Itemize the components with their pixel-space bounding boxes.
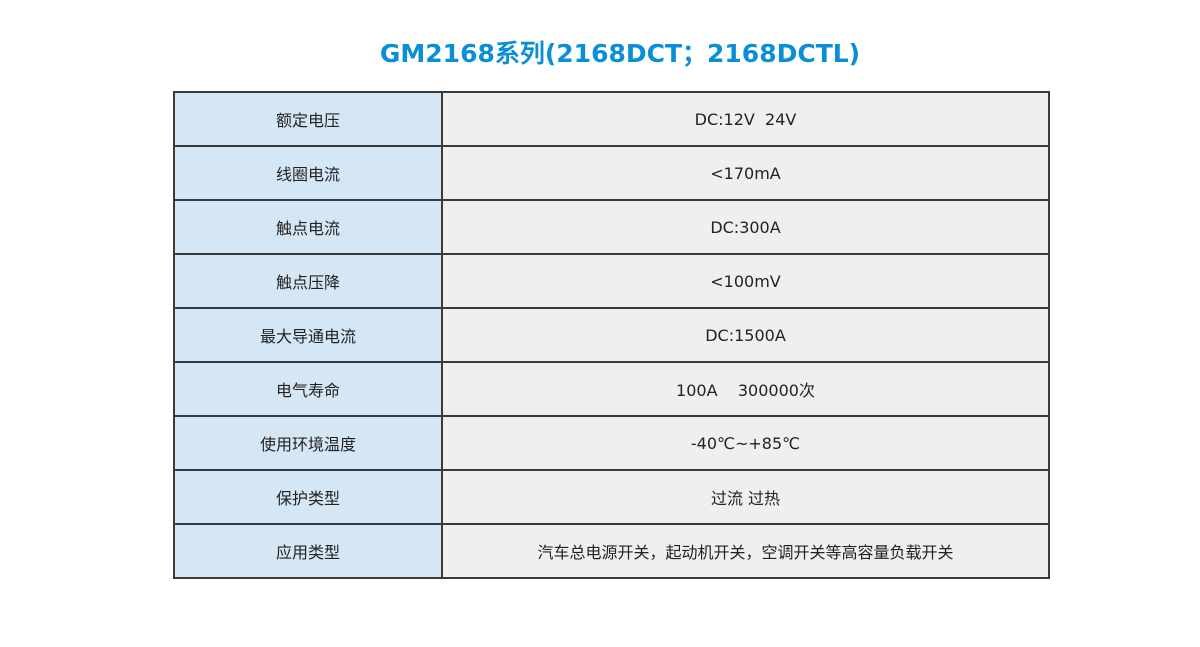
spec-label: 线圈电流 (173, 145, 443, 201)
table-row: 额定电压 DC:12V 24V (173, 91, 1050, 147)
spec-value: 过流 过热 (441, 469, 1050, 525)
spec-label: 额定电压 (173, 91, 443, 147)
spec-label: 最大导通电流 (173, 307, 443, 363)
table-row: 触点压降 <100mV (173, 253, 1050, 309)
spec-label: 电气寿命 (173, 361, 443, 417)
table-row: 应用类型 汽车总电源开关，起动机开关，空调开关等高容量负载开关 (173, 523, 1050, 579)
spec-value: DC:300A (441, 199, 1050, 255)
spec-value: 汽车总电源开关，起动机开关，空调开关等高容量负载开关 (441, 523, 1050, 579)
table-row: 线圈电流 <170mA (173, 145, 1050, 201)
table-row: 使用环境温度 -40℃~+85℃ (173, 415, 1050, 471)
page-title: GM2168系列(2168DCT；2168DCTL) (379, 39, 861, 68)
spec-value: 100A 300000次 (441, 361, 1050, 417)
spec-value: DC:12V 24V (441, 91, 1050, 147)
spec-value: <100mV (441, 253, 1050, 309)
spec-value: <170mA (441, 145, 1050, 201)
table-row: 触点电流 DC:300A (173, 199, 1050, 255)
table-row: 最大导通电流 DC:1500A (173, 307, 1050, 363)
spec-label: 保护类型 (173, 469, 443, 525)
spec-table: 额定电压 DC:12V 24V 线圈电流 <170mA 触点电流 DC:300A 触点压降 <… (173, 91, 1050, 579)
spec-label: 应用类型 (173, 523, 443, 579)
spec-label: 触点电流 (173, 199, 443, 255)
spec-value: DC:1500A (441, 307, 1050, 363)
spec-label: 触点压降 (173, 253, 443, 309)
spec-label: 使用环境温度 (173, 415, 443, 471)
spec-value: -40℃~+85℃ (441, 415, 1050, 471)
table-row: 保护类型 过流 过热 (173, 469, 1050, 525)
table-row: 电气寿命 100A 300000次 (173, 361, 1050, 417)
